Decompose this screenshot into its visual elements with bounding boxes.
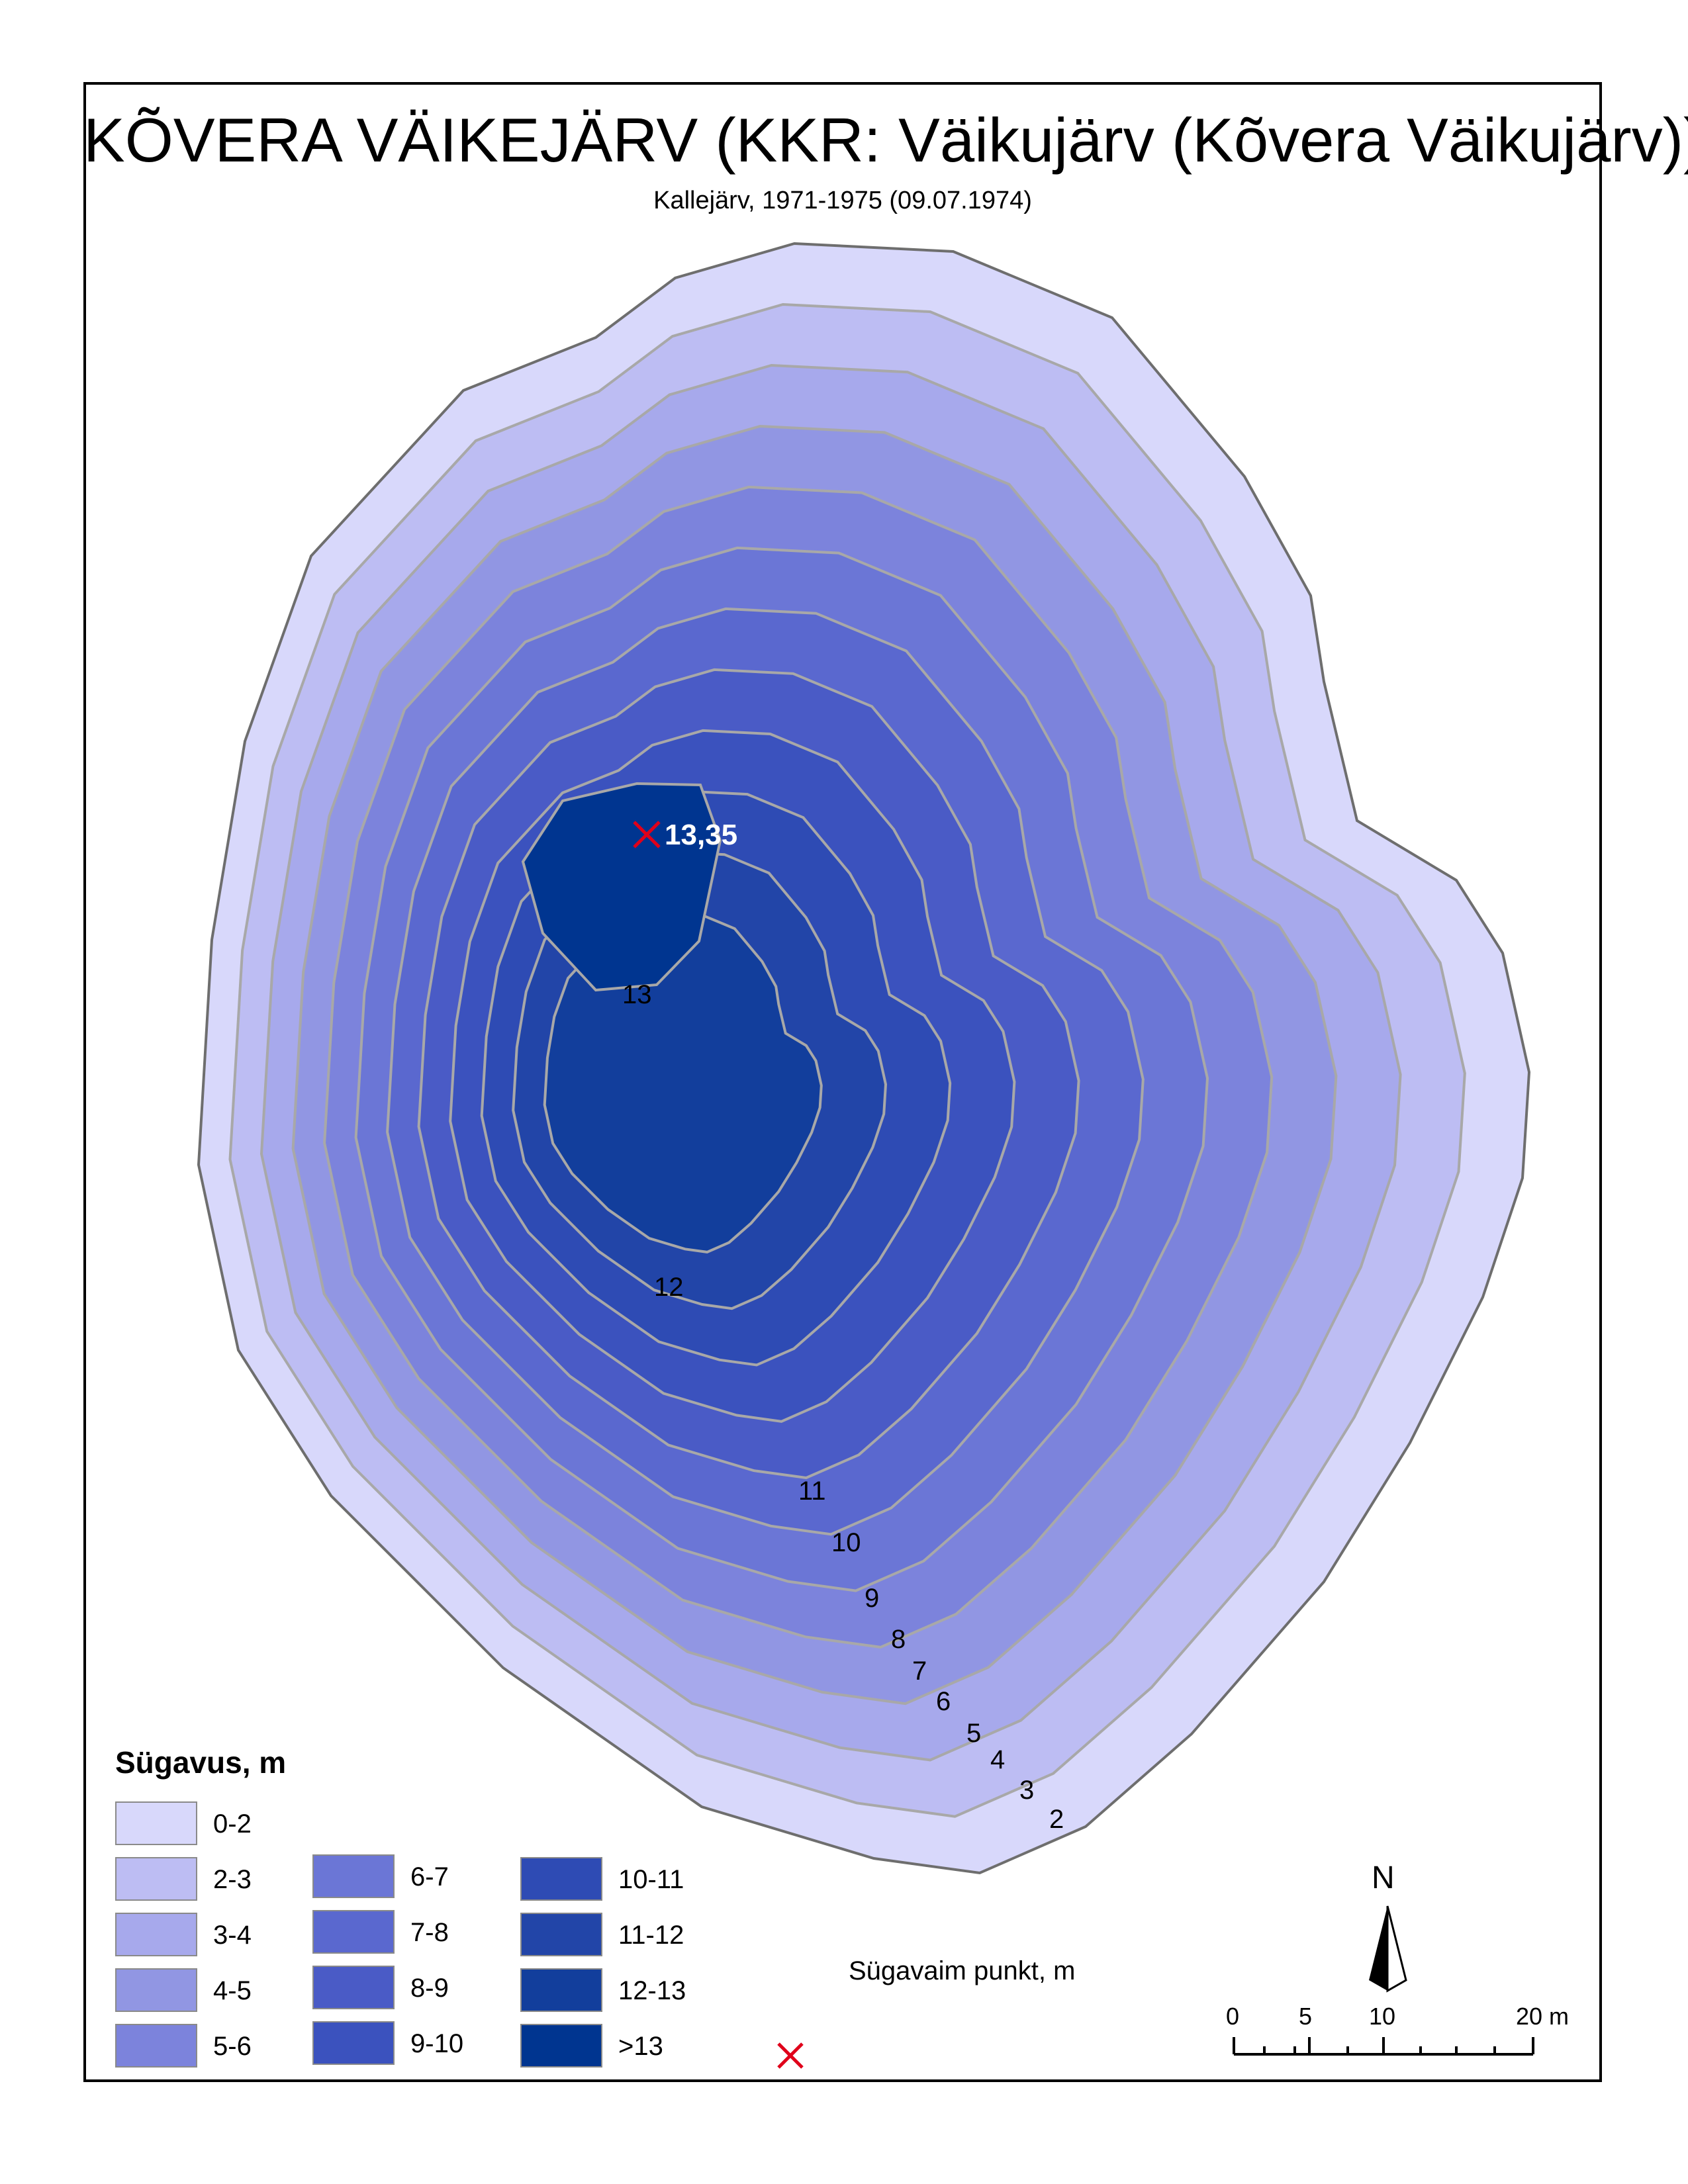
legend-swatch bbox=[115, 1857, 197, 1901]
legend-label: 5-6 bbox=[213, 2032, 252, 2061]
legend-label: 12-13 bbox=[618, 1976, 686, 2005]
legend-swatch bbox=[312, 1854, 395, 1898]
legend-label: >13 bbox=[618, 2032, 663, 2061]
legend-swatch bbox=[115, 1913, 197, 1956]
depth-zone-gt13 bbox=[521, 782, 722, 992]
legend-swatch bbox=[312, 2021, 395, 2065]
contour-label-7: 7 bbox=[912, 1657, 927, 1686]
depth-contours bbox=[197, 242, 1531, 1875]
contour-label-10: 10 bbox=[831, 1528, 861, 1557]
scale-label-10: 10 bbox=[1369, 2003, 1396, 2030]
map-subtitle: Kallejärv, 1971-1975 (09.07.1974) bbox=[653, 187, 1032, 214]
legend-swatch bbox=[115, 1801, 197, 1845]
contour-label-2: 2 bbox=[1049, 1805, 1064, 1834]
legend-swatch bbox=[520, 2024, 602, 2068]
legend-swatch bbox=[520, 1857, 602, 1901]
legend-deepest-point-label: Sügavaim punkt, m bbox=[849, 1956, 1076, 1985]
contour-label-9: 9 bbox=[865, 1584, 879, 1613]
legend-label: 4-5 bbox=[213, 1976, 252, 2005]
legend-label: 3-4 bbox=[213, 1921, 252, 1950]
legend-label: 8-9 bbox=[410, 1974, 449, 2003]
legend-swatch bbox=[312, 1966, 395, 2009]
contour-label-3: 3 bbox=[1019, 1776, 1034, 1805]
scale-label-0: 0 bbox=[1226, 2003, 1240, 2030]
scale-bar bbox=[1233, 2037, 1534, 2056]
legend-label: 7-8 bbox=[410, 1918, 449, 1947]
legend-title: Sügavus, m bbox=[115, 1745, 287, 1780]
contour-label-8: 8 bbox=[891, 1625, 906, 1654]
contour-label-5: 5 bbox=[966, 1719, 981, 1748]
legend-swatch bbox=[115, 1968, 197, 2012]
map-title: KÕVERA VÄIKEJÄRV (KKR: Väikujärv (Kõvera… bbox=[83, 105, 1688, 175]
contour-label-11: 11 bbox=[798, 1477, 826, 1506]
contour-label-13: 13 bbox=[622, 980, 652, 1009]
deepest-point-value: 13,35 bbox=[665, 819, 737, 851]
north-label: N bbox=[1372, 1860, 1395, 1895]
legend-swatch bbox=[520, 1913, 602, 1956]
legend-label: 6-7 bbox=[410, 1862, 449, 1891]
north-arrow-icon bbox=[1369, 1905, 1407, 1993]
scale-label-20m: 20 m bbox=[1516, 2003, 1570, 2030]
legend-label: 0-2 bbox=[213, 1809, 252, 1839]
contour-label-12: 12 bbox=[654, 1273, 684, 1302]
contour-label-6: 6 bbox=[936, 1687, 951, 1716]
scale-label-5: 5 bbox=[1299, 2003, 1313, 2030]
legend-swatch bbox=[312, 1910, 395, 1954]
legend-deepest-point-icon bbox=[777, 2042, 804, 2069]
legend-label: 11-12 bbox=[618, 1921, 684, 1950]
legend-label: 2-3 bbox=[213, 1865, 252, 1894]
contour-label-4: 4 bbox=[990, 1745, 1005, 1774]
legend-swatch bbox=[115, 2024, 197, 2068]
depth-zone-12-13 bbox=[543, 911, 823, 1253]
legend-label: 10-11 bbox=[618, 1865, 684, 1894]
legend-label: 9-10 bbox=[410, 2029, 464, 2058]
deepest-point-marker bbox=[633, 821, 661, 848]
legend-swatch bbox=[520, 1968, 602, 2012]
map-frame bbox=[83, 82, 1602, 2082]
